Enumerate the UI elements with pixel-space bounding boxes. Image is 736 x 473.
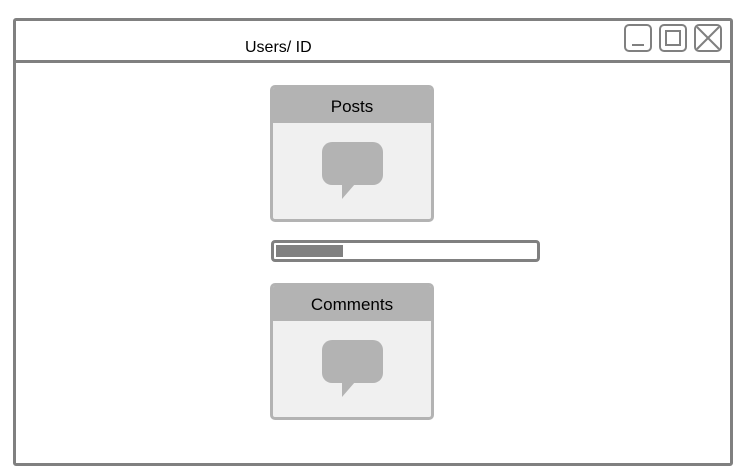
comments-card-header: Comments	[273, 286, 431, 321]
close-button[interactable]	[694, 24, 722, 52]
window-title: Users/ ID	[245, 39, 312, 56]
posts-card[interactable]: Posts	[270, 85, 434, 222]
maximize-icon	[665, 30, 681, 46]
close-icon	[696, 26, 720, 50]
posts-card-header: Posts	[273, 88, 431, 123]
comments-card-title: Comments	[310, 295, 394, 314]
posts-card-title: Posts	[330, 97, 374, 116]
progress-bar-fill	[276, 245, 343, 257]
speech-bubble-icon	[322, 340, 383, 397]
maximize-button[interactable]	[659, 24, 687, 52]
comments-card[interactable]: Comments	[270, 283, 434, 420]
progress-bar	[271, 240, 540, 262]
title-bar: Users/ ID	[16, 21, 730, 63]
minimize-icon	[632, 44, 644, 46]
minimize-button[interactable]	[624, 24, 652, 52]
speech-bubble-icon	[322, 142, 383, 199]
